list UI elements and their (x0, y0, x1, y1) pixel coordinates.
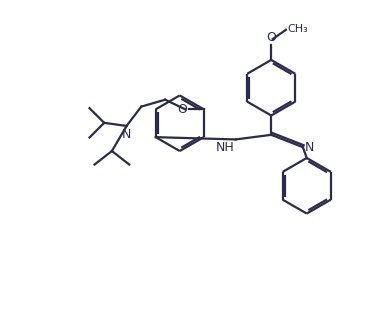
Text: N: N (305, 141, 315, 154)
Text: N: N (122, 128, 131, 141)
Text: O: O (266, 31, 276, 44)
Text: O: O (178, 103, 187, 116)
Text: CH₃: CH₃ (288, 24, 308, 34)
Text: NH: NH (215, 141, 234, 154)
